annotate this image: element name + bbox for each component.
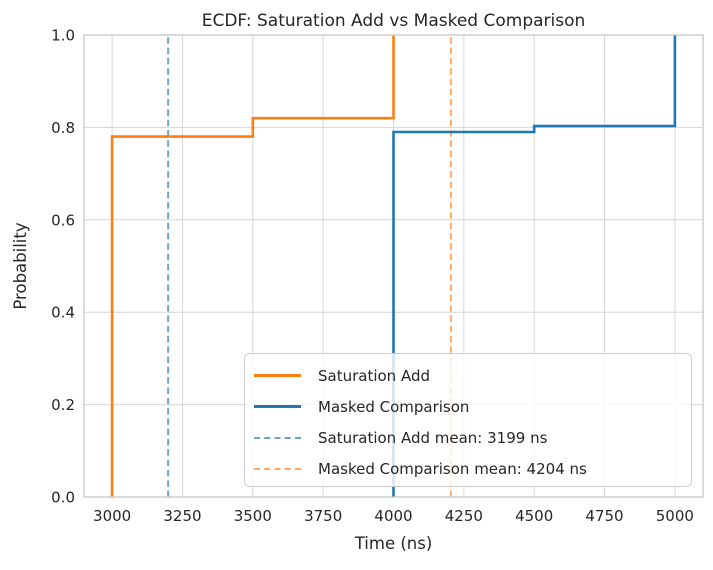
legend: Saturation Add Masked Comparison Saturatio… bbox=[244, 353, 692, 487]
y-axis-label: Probability bbox=[11, 222, 30, 309]
legend-item-label: Masked Comparison mean: 4204 ns bbox=[318, 459, 587, 478]
legend-item-saturation-add: Saturation Add bbox=[245, 360, 691, 391]
y-tick-0.2: 0.2 bbox=[51, 396, 75, 414]
y-tick-0.4: 0.4 bbox=[51, 304, 75, 322]
legend-item-saturation-add-mean-3199-ns: Saturation Add mean: 3199 ns bbox=[245, 422, 691, 453]
legend-item-label: Masked Comparison bbox=[318, 397, 470, 416]
x-tick-4000: 4000 bbox=[374, 507, 412, 525]
ecdf-step-lines-layer bbox=[110, 35, 677, 497]
ecdf-line-saturation-add bbox=[110, 35, 395, 497]
x-tick-4250: 4250 bbox=[445, 507, 483, 525]
y-tick-1.0: 1.0 bbox=[51, 27, 75, 45]
x-tick-5000: 5000 bbox=[656, 507, 694, 525]
x-tick-3000: 3000 bbox=[93, 507, 131, 525]
plot-border bbox=[83, 34, 704, 498]
x-tick-3750: 3750 bbox=[304, 507, 342, 525]
legend-line-sample-solid bbox=[254, 405, 301, 408]
y-tick-0.6: 0.6 bbox=[51, 211, 75, 229]
chart-title: ECDF: Saturation Add vs Masked Compariso… bbox=[202, 11, 586, 31]
y-tick-0.0: 0.0 bbox=[51, 489, 75, 507]
legend-item-label: Saturation Add bbox=[318, 366, 431, 385]
legend-item-masked-comparison-mean-4204-ns: Masked Comparison mean: 4204 ns bbox=[245, 453, 691, 484]
x-tick-4750: 4750 bbox=[585, 507, 623, 525]
y-tick-labels: 0.0 0.2 0.4 0.6 0.8 1.0 bbox=[51, 27, 75, 507]
x-tick-4500: 4500 bbox=[515, 507, 553, 525]
legend-item-label: Saturation Add mean: 3199 ns bbox=[318, 428, 548, 447]
legend-item-masked-comparison: Masked Comparison bbox=[245, 391, 691, 422]
x-tick-3250: 3250 bbox=[163, 507, 201, 525]
y-tick-0.8: 0.8 bbox=[51, 119, 75, 137]
legend-line-sample-dashed bbox=[254, 436, 301, 439]
ecdf-line-masked-comparison bbox=[392, 35, 677, 497]
legend-line-sample-solid bbox=[254, 374, 301, 377]
legend-line-sample-dashed bbox=[254, 467, 301, 470]
x-tick-3500: 3500 bbox=[234, 507, 272, 525]
x-axis-label: Time (ns) bbox=[354, 534, 433, 553]
x-tick-labels: 3000 3250 3500 3750 4000 4250 4500 4750 5000 bbox=[93, 507, 694, 525]
